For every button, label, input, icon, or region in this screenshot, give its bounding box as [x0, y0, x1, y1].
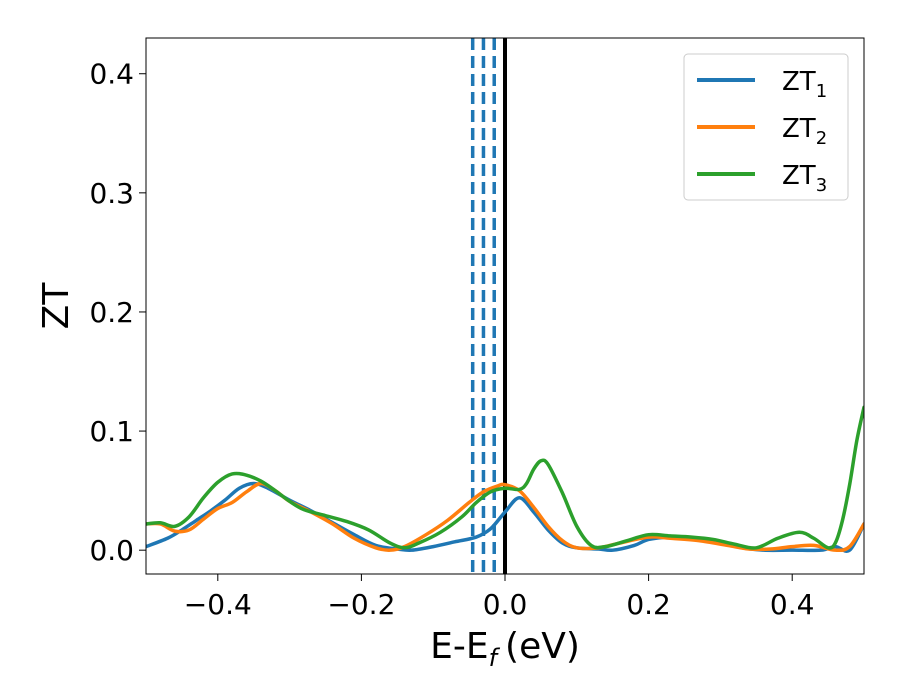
x-tick-label: −0.4 [184, 588, 252, 621]
series-line-zt3 [146, 405, 864, 550]
x-axis-label: E-Ef (eV) [430, 626, 580, 672]
y-tick-label: 0.4 [89, 58, 134, 91]
x-axis-ticks: −0.4 −0.2 0.0 0.2 0.4 [184, 574, 815, 621]
legend-label-zt2: ZT2 [782, 114, 827, 149]
legend-label-zt3: ZT3 [782, 161, 827, 196]
legend-label-zt1: ZT1 [782, 67, 827, 102]
x-axis-label-subscript: f [489, 644, 501, 672]
x-tick-label: 0.0 [483, 588, 528, 621]
legend-frame [683, 53, 849, 201]
x-tick-label: −0.2 [327, 588, 395, 621]
x-axis-label-unit: (eV) [505, 626, 580, 667]
x-tick-label: 0.4 [770, 588, 815, 621]
legend: ZT1 ZT2 ZT3 [683, 53, 849, 201]
y-axis-ticks: 0.0 0.1 0.2 0.3 0.4 [89, 58, 146, 567]
y-tick-label: 0.0 [89, 534, 134, 567]
y-tick-label: 0.2 [89, 296, 134, 329]
x-tick-label: 0.2 [626, 588, 671, 621]
y-axis-label: ZT [36, 282, 77, 330]
x-axis-label-main: E-E [430, 626, 488, 667]
y-tick-label: 0.1 [89, 415, 134, 448]
series-line-zt2 [146, 481, 864, 553]
series-lines [146, 405, 864, 553]
y-tick-label: 0.3 [89, 177, 134, 210]
